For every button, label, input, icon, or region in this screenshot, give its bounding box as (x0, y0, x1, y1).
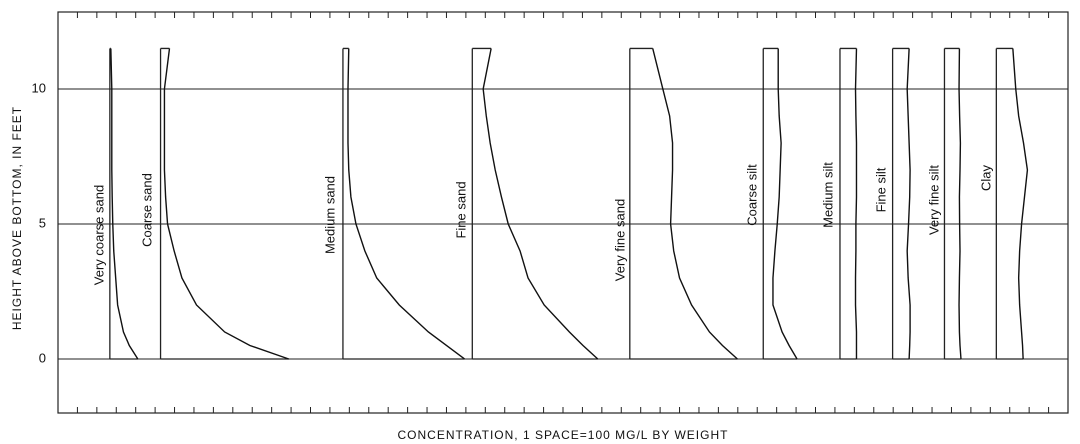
profile-cap (629, 47, 738, 360)
profile-label: Medium silt (820, 162, 835, 228)
y-axis-title: HEIGHT ABOVE BOTTOM, IN FEET (10, 106, 24, 330)
profile-line (958, 48, 962, 360)
profile-cap (944, 47, 961, 360)
profile-cap (109, 47, 138, 360)
profile-label: Fine sand (453, 181, 468, 238)
profile-line (1012, 48, 1029, 360)
profile-cap (763, 47, 798, 360)
profile-line (163, 48, 289, 360)
y-tick-label: 5 (39, 215, 46, 230)
x-axis-title: CONCENTRATION, 1 SPACE=100 MG/L BY WEIGH… (398, 428, 729, 442)
profile-label: Fine silt (873, 167, 888, 212)
profile-label: Very fine silt (926, 165, 941, 235)
y-tick-label: 10 (32, 80, 46, 95)
profile-label: Very fine sand (612, 199, 627, 281)
y-tick-label: 0 (39, 350, 46, 365)
profile-label: Medium sand (322, 176, 337, 254)
profile-label: Coarse sand (139, 173, 154, 247)
profile-line (772, 48, 798, 360)
profile-label: Coarse silt (744, 164, 759, 226)
profile-cap (996, 47, 1024, 360)
profile-cap (342, 47, 465, 360)
profile-line (854, 48, 858, 359)
profile-line (652, 48, 738, 360)
profile-line (110, 48, 139, 360)
profile-cap (892, 47, 910, 360)
profile-label: Clay (978, 165, 993, 192)
profile-cap (472, 47, 598, 360)
profile-line (482, 48, 599, 360)
plot-frame (57, 11, 1069, 414)
profile-line (906, 48, 911, 360)
profile-line (347, 48, 465, 360)
profile-cap (839, 47, 857, 360)
profile-cap (160, 47, 289, 360)
profile-label: Very coarse sand (91, 185, 106, 285)
